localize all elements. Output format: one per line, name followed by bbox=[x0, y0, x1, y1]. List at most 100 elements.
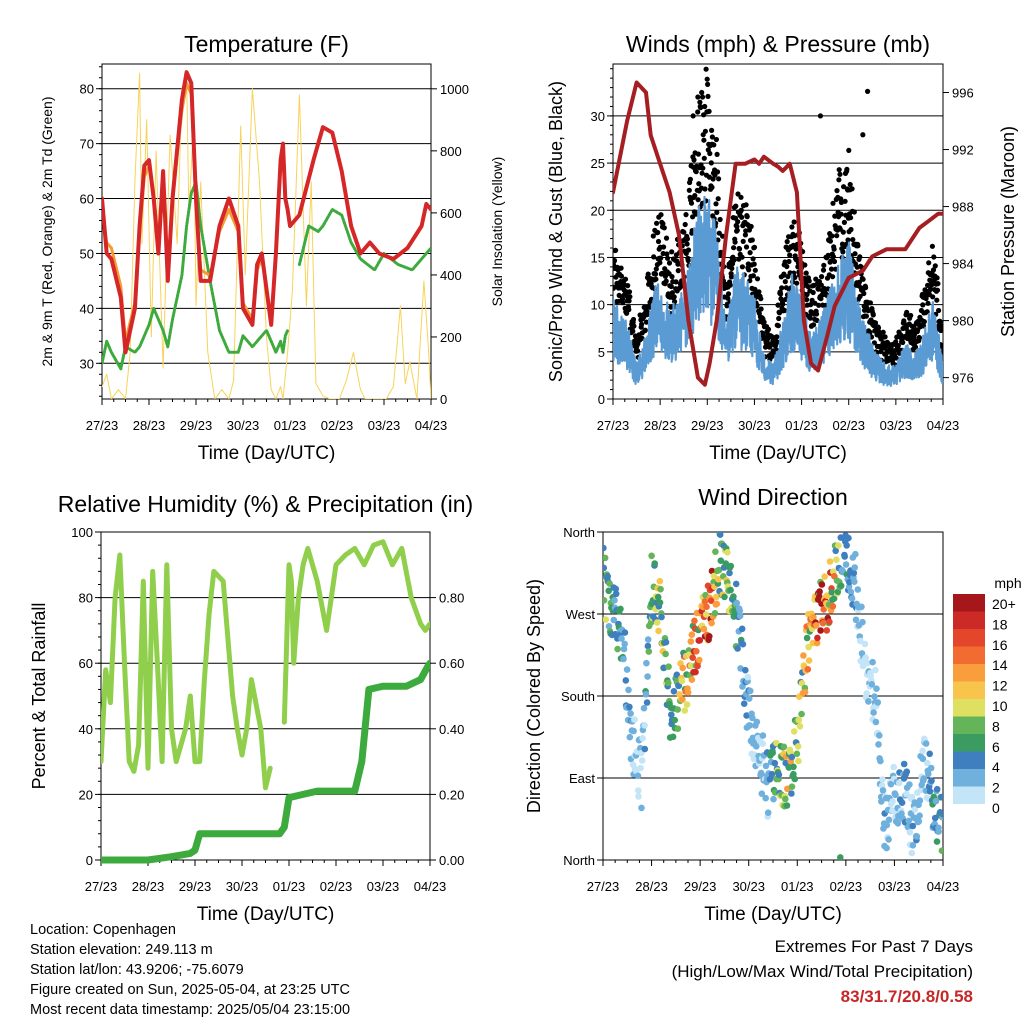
gust-point bbox=[875, 325, 882, 331]
gust-point bbox=[820, 267, 827, 273]
legend-label: 6 bbox=[992, 739, 1000, 755]
y-axis-label: Sonic/Prop Wind & Gust (Blue, Black) bbox=[546, 81, 566, 382]
direction-point bbox=[622, 677, 630, 684]
gust-point bbox=[693, 169, 699, 175]
gust-point bbox=[840, 229, 846, 235]
x-tick-label: 30/23 bbox=[227, 418, 260, 433]
x-tick-label: 30/23 bbox=[732, 879, 765, 894]
gust-point bbox=[830, 254, 837, 260]
gust-point bbox=[702, 128, 709, 134]
direction-point bbox=[724, 549, 731, 556]
legend-swatch bbox=[953, 611, 985, 629]
direction-point bbox=[851, 578, 858, 585]
direction-point bbox=[913, 833, 921, 840]
gust-point bbox=[807, 315, 813, 321]
direction-point bbox=[816, 588, 823, 595]
gust-point bbox=[841, 219, 848, 225]
direction-point bbox=[612, 585, 620, 593]
x-tick-label: 29/23 bbox=[180, 418, 213, 433]
direction-point bbox=[845, 534, 852, 542]
gust-point bbox=[842, 198, 848, 204]
y-tick-label: 100 bbox=[71, 525, 93, 540]
gust-point bbox=[758, 306, 764, 312]
chart-title: Wind Direction bbox=[698, 484, 848, 510]
direction-point bbox=[611, 597, 618, 604]
direction-point bbox=[790, 763, 797, 771]
gust-point bbox=[627, 294, 633, 300]
gust-point bbox=[895, 343, 901, 349]
y-tick-label: 30 bbox=[80, 356, 94, 371]
gust-point bbox=[699, 89, 705, 96]
extremes-title: Extremes For Past 7 Days bbox=[774, 937, 973, 956]
gust-point bbox=[748, 223, 754, 230]
direction-point bbox=[736, 612, 744, 620]
gust-point bbox=[857, 293, 863, 299]
gust-point bbox=[774, 334, 780, 340]
gust-point bbox=[834, 188, 840, 194]
chart-title: Relative Humidity (%) & Precipitation (i… bbox=[58, 491, 473, 517]
gust-point bbox=[831, 258, 838, 265]
x-tick-label: 03/23 bbox=[367, 879, 400, 894]
gust-point bbox=[645, 271, 651, 277]
direction-point bbox=[883, 844, 890, 852]
gust-point bbox=[626, 298, 632, 304]
direction-point bbox=[643, 659, 650, 667]
x-axis-label: Time (Day/UTC) bbox=[198, 443, 336, 464]
direction-point bbox=[873, 685, 880, 692]
gust-point bbox=[776, 315, 782, 322]
x-tick-label: 30/23 bbox=[738, 418, 771, 433]
legend-title: mph bbox=[994, 575, 1021, 591]
direction-point bbox=[870, 709, 877, 716]
gust-point bbox=[613, 247, 619, 253]
extremes-box: Extremes For Past 7 Days (High/Low/Max W… bbox=[672, 934, 973, 1009]
direction-point bbox=[696, 637, 704, 644]
direction-point bbox=[819, 619, 827, 627]
x-tick-label: 01/23 bbox=[274, 418, 307, 433]
direction-point bbox=[895, 779, 903, 787]
gust-point bbox=[804, 297, 810, 303]
y2-tick-label: 0.80 bbox=[439, 591, 464, 606]
direction-point bbox=[626, 703, 633, 711]
gust-point bbox=[709, 184, 715, 190]
gust-point bbox=[673, 279, 679, 285]
gust-point bbox=[923, 295, 929, 302]
direction-point bbox=[603, 616, 609, 623]
y-tick-label: 10 bbox=[591, 298, 605, 313]
legend-label: 20+ bbox=[992, 596, 1016, 612]
direction-point bbox=[863, 690, 870, 697]
direction-point bbox=[610, 616, 618, 624]
gust-point bbox=[702, 186, 708, 192]
legend-label: 14 bbox=[992, 657, 1008, 673]
direction-point bbox=[909, 822, 917, 830]
gust-point bbox=[671, 294, 677, 300]
x-tick-label: 28/23 bbox=[635, 879, 668, 894]
direction-point bbox=[717, 557, 725, 564]
direction-point bbox=[635, 793, 642, 800]
y-tick-label: 60 bbox=[79, 656, 93, 671]
gust-point bbox=[655, 238, 662, 245]
direction-point bbox=[908, 793, 916, 801]
gust-point bbox=[867, 300, 874, 306]
direction-point bbox=[800, 652, 807, 659]
gust-point bbox=[851, 209, 857, 215]
y2-tick-label: 0.60 bbox=[439, 656, 464, 671]
gust-point bbox=[830, 274, 836, 280]
y2-tick-label: 1000 bbox=[440, 82, 469, 97]
direction-point bbox=[603, 597, 608, 604]
direction-point bbox=[898, 799, 906, 806]
direction-point bbox=[769, 749, 776, 757]
gust-point bbox=[794, 280, 800, 286]
gust-point bbox=[650, 233, 656, 239]
direction-point bbox=[753, 743, 760, 750]
gust-point bbox=[735, 219, 741, 225]
x-tick-label: 02/23 bbox=[830, 879, 863, 894]
direction-point bbox=[803, 634, 811, 642]
x-tick-label: 29/23 bbox=[684, 879, 717, 894]
direction-point bbox=[926, 788, 934, 795]
direction-point bbox=[621, 629, 629, 636]
gust-point bbox=[643, 319, 650, 325]
direction-point bbox=[638, 804, 645, 812]
direction-point bbox=[841, 553, 848, 560]
direction-point bbox=[788, 783, 796, 790]
gust-point bbox=[740, 238, 746, 244]
